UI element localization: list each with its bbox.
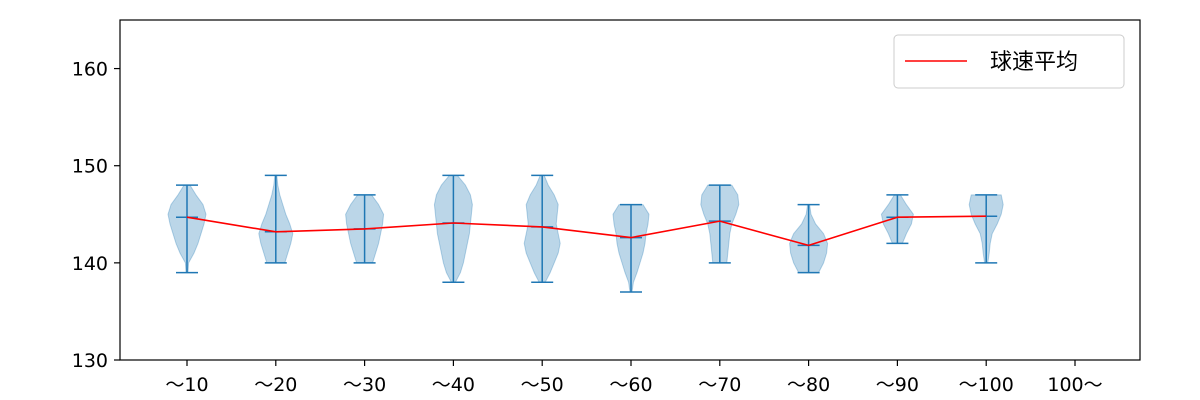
x-axis: ～10 ～20 ～30 ～40 ～50 ～60 ～70 ～80 ～90 ～100 100～: [165, 360, 1103, 396]
whisker-layer: [176, 174, 998, 293]
x-tick-label: ～20: [254, 374, 297, 396]
legend-label: 球速平均: [990, 50, 1078, 75]
y-tick-label: 130: [72, 350, 108, 372]
mean-line-layer: [186, 215, 987, 247]
x-tick-label: ～100: [959, 374, 1014, 396]
x-tick-label: 100～: [1047, 374, 1102, 396]
legend: 球速平均: [893, 34, 1125, 89]
x-tick-label: ～10: [165, 374, 208, 396]
x-tick-label: ～80: [787, 374, 830, 396]
x-tick-label: ～70: [698, 374, 741, 396]
x-tick-label: ～50: [521, 374, 564, 396]
x-tick-label: ～90: [876, 374, 919, 396]
x-tick-label: ～30: [343, 374, 386, 396]
y-tick-label: 150: [72, 156, 108, 178]
y-tick-label: 140: [72, 253, 108, 275]
plot-frame: [119, 19, 1141, 361]
x-tick-label: ～60: [609, 374, 652, 396]
legend-box: [893, 34, 1125, 89]
violin-layer: [167, 174, 1004, 293]
y-axis: 130 140 150 160: [72, 59, 120, 372]
x-tick-label: ～40: [432, 374, 475, 396]
y-tick-label: 160: [72, 59, 108, 81]
mean-speed-line: [186, 215, 987, 247]
